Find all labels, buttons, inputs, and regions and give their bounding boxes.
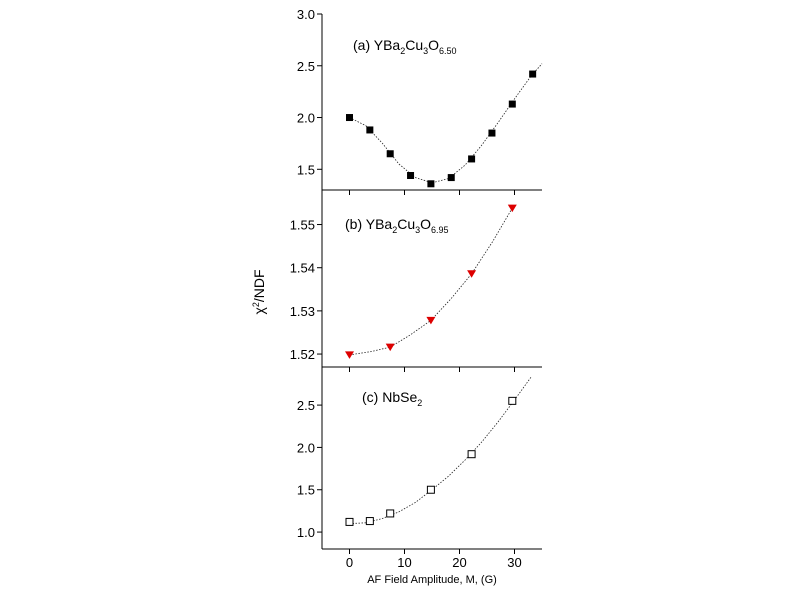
data-point <box>426 316 436 325</box>
y-tick-label: 1.0 <box>297 525 315 540</box>
data-point <box>365 517 374 526</box>
data-point <box>426 485 435 494</box>
y-tick-label: 1.53 <box>290 304 315 319</box>
label-text: O <box>428 37 439 53</box>
fit-curve <box>349 376 532 524</box>
y-tick-label: 2.0 <box>297 440 315 455</box>
y-tick-label: 1.52 <box>290 347 315 362</box>
y-tick-label: 2.5 <box>297 59 315 74</box>
y-axis-title-superscript: 2 <box>251 302 261 307</box>
label-text: O <box>420 216 431 232</box>
data-point <box>345 351 354 359</box>
y-tick-label: 1.54 <box>290 261 315 276</box>
y-tick-label: 2.5 <box>297 398 315 413</box>
y-tick-label: 1.55 <box>290 218 315 233</box>
y-axis-title-rest: /NDF <box>251 269 267 302</box>
data-point <box>467 450 476 459</box>
data-point <box>467 270 477 278</box>
label-text: (a) YBa <box>353 37 400 53</box>
x-tick-label: 20 <box>452 555 466 570</box>
data-point <box>427 180 435 188</box>
label-subscript: 3 <box>415 225 420 235</box>
y-axis-title-text: χ <box>251 307 267 315</box>
label-subscript: 6.50 <box>439 46 457 56</box>
data-point <box>366 126 374 134</box>
panel-a: 1.5 2.0 2.5 3.0 (a) YBa2Cu3O6.50 <box>297 7 543 195</box>
y-tick-label: 3.0 <box>297 7 315 22</box>
data-point <box>346 114 353 122</box>
data-point <box>507 204 517 213</box>
data-point <box>385 343 395 352</box>
data-point <box>468 155 476 163</box>
y-tick-label: 2.0 <box>297 111 315 126</box>
data-point <box>488 129 496 137</box>
panel-label: (b) YBa2Cu3O6.95 <box>345 216 449 235</box>
data-point <box>508 100 516 108</box>
label-subscript: 2 <box>392 225 397 235</box>
panel-b: 1.52 1.53 1.54 1.55 (b) YBa2Cu3O6.95 <box>290 190 542 372</box>
x-tick-label: 0 <box>346 555 353 570</box>
label-text: Cu <box>405 37 423 53</box>
fit-curve <box>349 63 543 184</box>
y-tick-label: 1.5 <box>297 483 315 498</box>
label-subscript: 2 <box>400 46 405 56</box>
label-subscript: 6.95 <box>431 225 449 235</box>
panel-label: (c) NbSe2 <box>362 389 422 408</box>
data-point <box>447 174 455 182</box>
data-point <box>386 509 395 518</box>
y-tick-label: 1.5 <box>297 162 315 177</box>
data-point <box>345 517 354 526</box>
panel-label: (a) YBa2Cu3O6.50 <box>353 37 457 56</box>
label-subscript: 2 <box>417 398 422 408</box>
data-point <box>508 396 517 405</box>
label-text: Cu <box>397 216 415 232</box>
data-point <box>386 150 394 158</box>
label-text: (c) NbSe <box>362 389 417 405</box>
label-text: (b) YBa <box>345 216 392 232</box>
x-tick-label: 10 <box>397 555 411 570</box>
x-tick-label: 30 <box>507 555 521 570</box>
x-axis-title: AF Field Amplitude, M, (G) <box>367 574 497 586</box>
data-point <box>529 70 537 78</box>
data-point <box>407 172 415 180</box>
y-axis-title: χ2/NDF <box>251 269 267 314</box>
label-subscript: 3 <box>423 46 428 56</box>
